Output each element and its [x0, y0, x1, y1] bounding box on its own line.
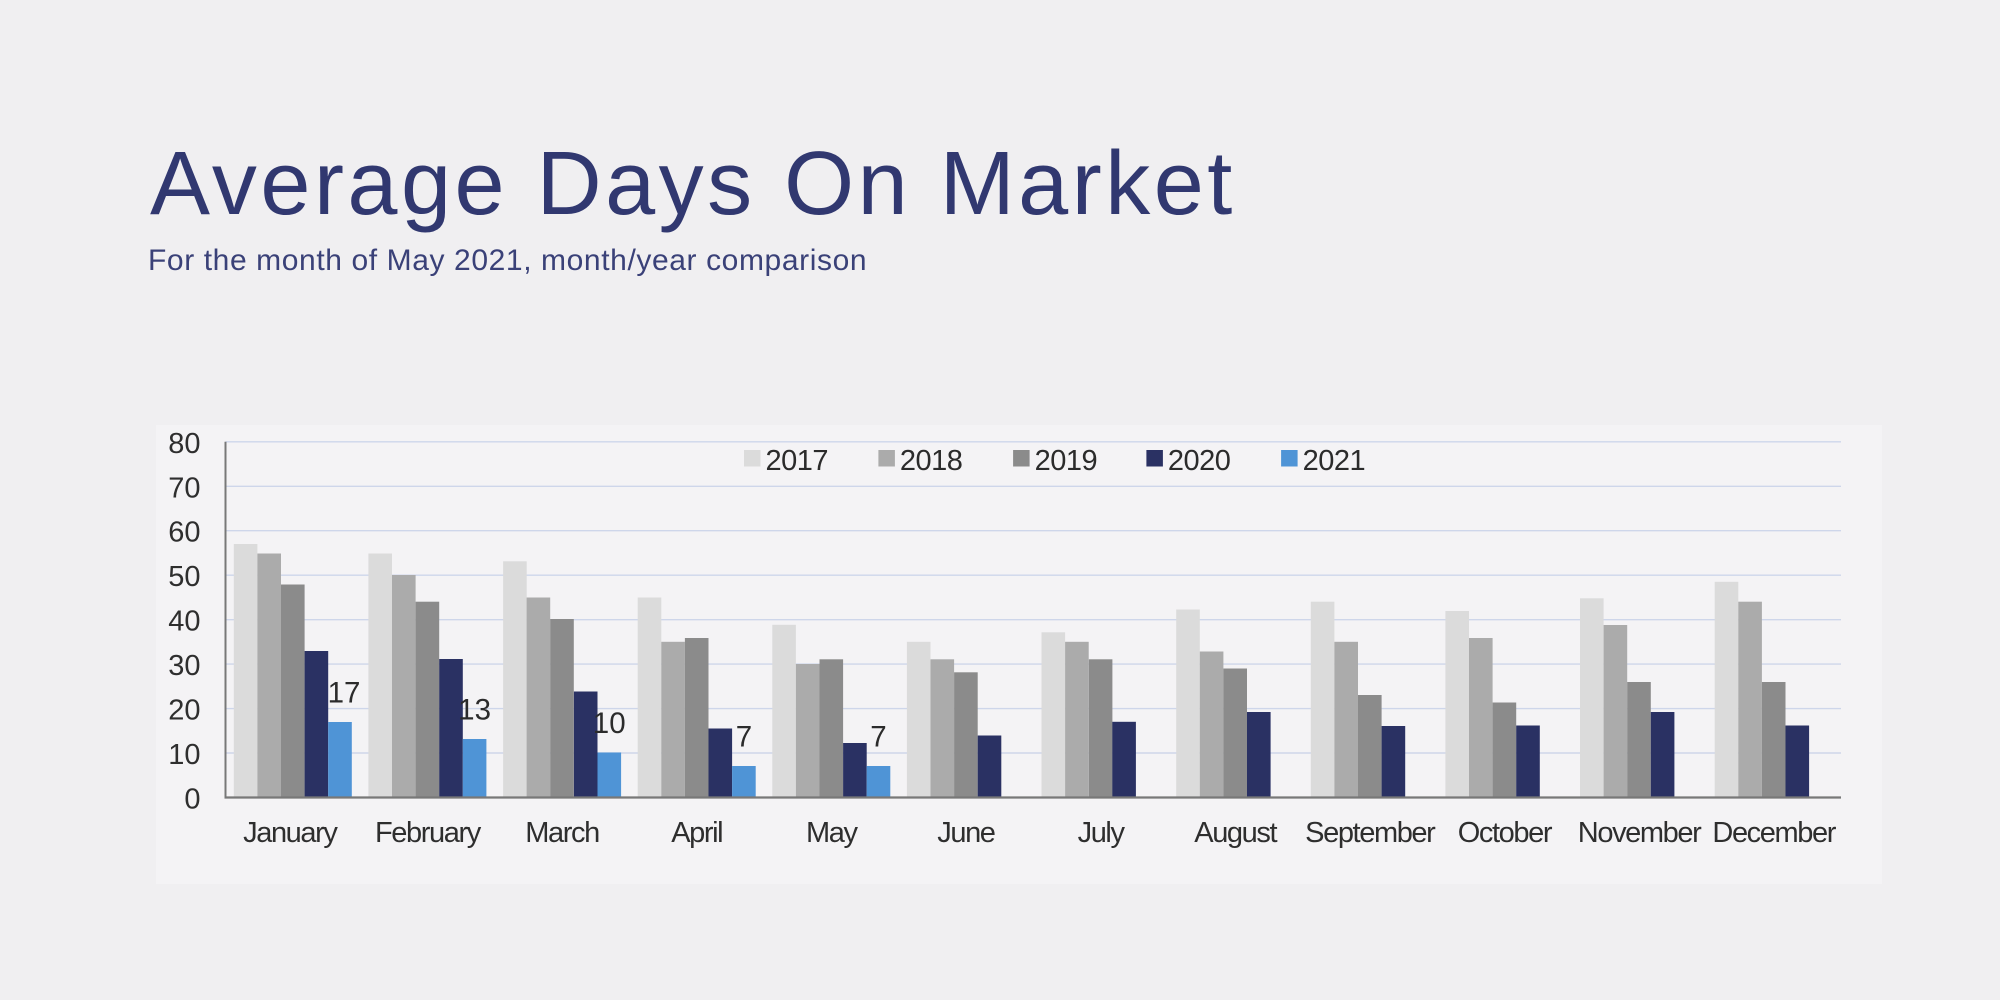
- svg-text:2020: 2020: [1168, 445, 1231, 477]
- svg-text:March: March: [525, 817, 599, 849]
- svg-text:September: September: [1305, 817, 1436, 849]
- svg-text:50: 50: [168, 561, 200, 593]
- svg-text:June: June: [937, 817, 995, 849]
- svg-text:60: 60: [168, 517, 200, 549]
- svg-text:10: 10: [593, 707, 626, 740]
- svg-text:80: 80: [168, 428, 200, 460]
- svg-text:2018: 2018: [900, 445, 963, 477]
- svg-text:7: 7: [736, 721, 752, 754]
- svg-text:13: 13: [458, 694, 491, 727]
- svg-text:70: 70: [168, 472, 200, 504]
- svg-text:0: 0: [184, 784, 200, 816]
- svg-text:17: 17: [328, 677, 361, 710]
- svg-text:May: May: [806, 817, 858, 849]
- svg-text:Average Days On Market: Average Days On Market: [150, 134, 1236, 234]
- svg-text:30: 30: [168, 650, 200, 682]
- svg-text:10: 10: [168, 739, 200, 771]
- svg-text:July: July: [1078, 817, 1126, 849]
- svg-text:October: October: [1458, 817, 1553, 849]
- svg-text:40: 40: [168, 606, 200, 638]
- svg-text:August: August: [1194, 817, 1277, 849]
- svg-text:November: November: [1578, 817, 1702, 849]
- svg-text:2017: 2017: [766, 445, 829, 477]
- svg-text:7: 7: [870, 721, 886, 754]
- svg-text:20: 20: [168, 695, 200, 727]
- svg-text:January: January: [243, 817, 338, 849]
- svg-text:December: December: [1712, 817, 1836, 849]
- svg-text:For the month of May 2021, mon: For the month of May 2021, month/year co…: [148, 244, 867, 277]
- svg-text:2021: 2021: [1303, 445, 1366, 477]
- svg-text:2019: 2019: [1035, 445, 1098, 477]
- svg-text:April: April: [671, 817, 722, 849]
- svg-text:February: February: [375, 817, 482, 849]
